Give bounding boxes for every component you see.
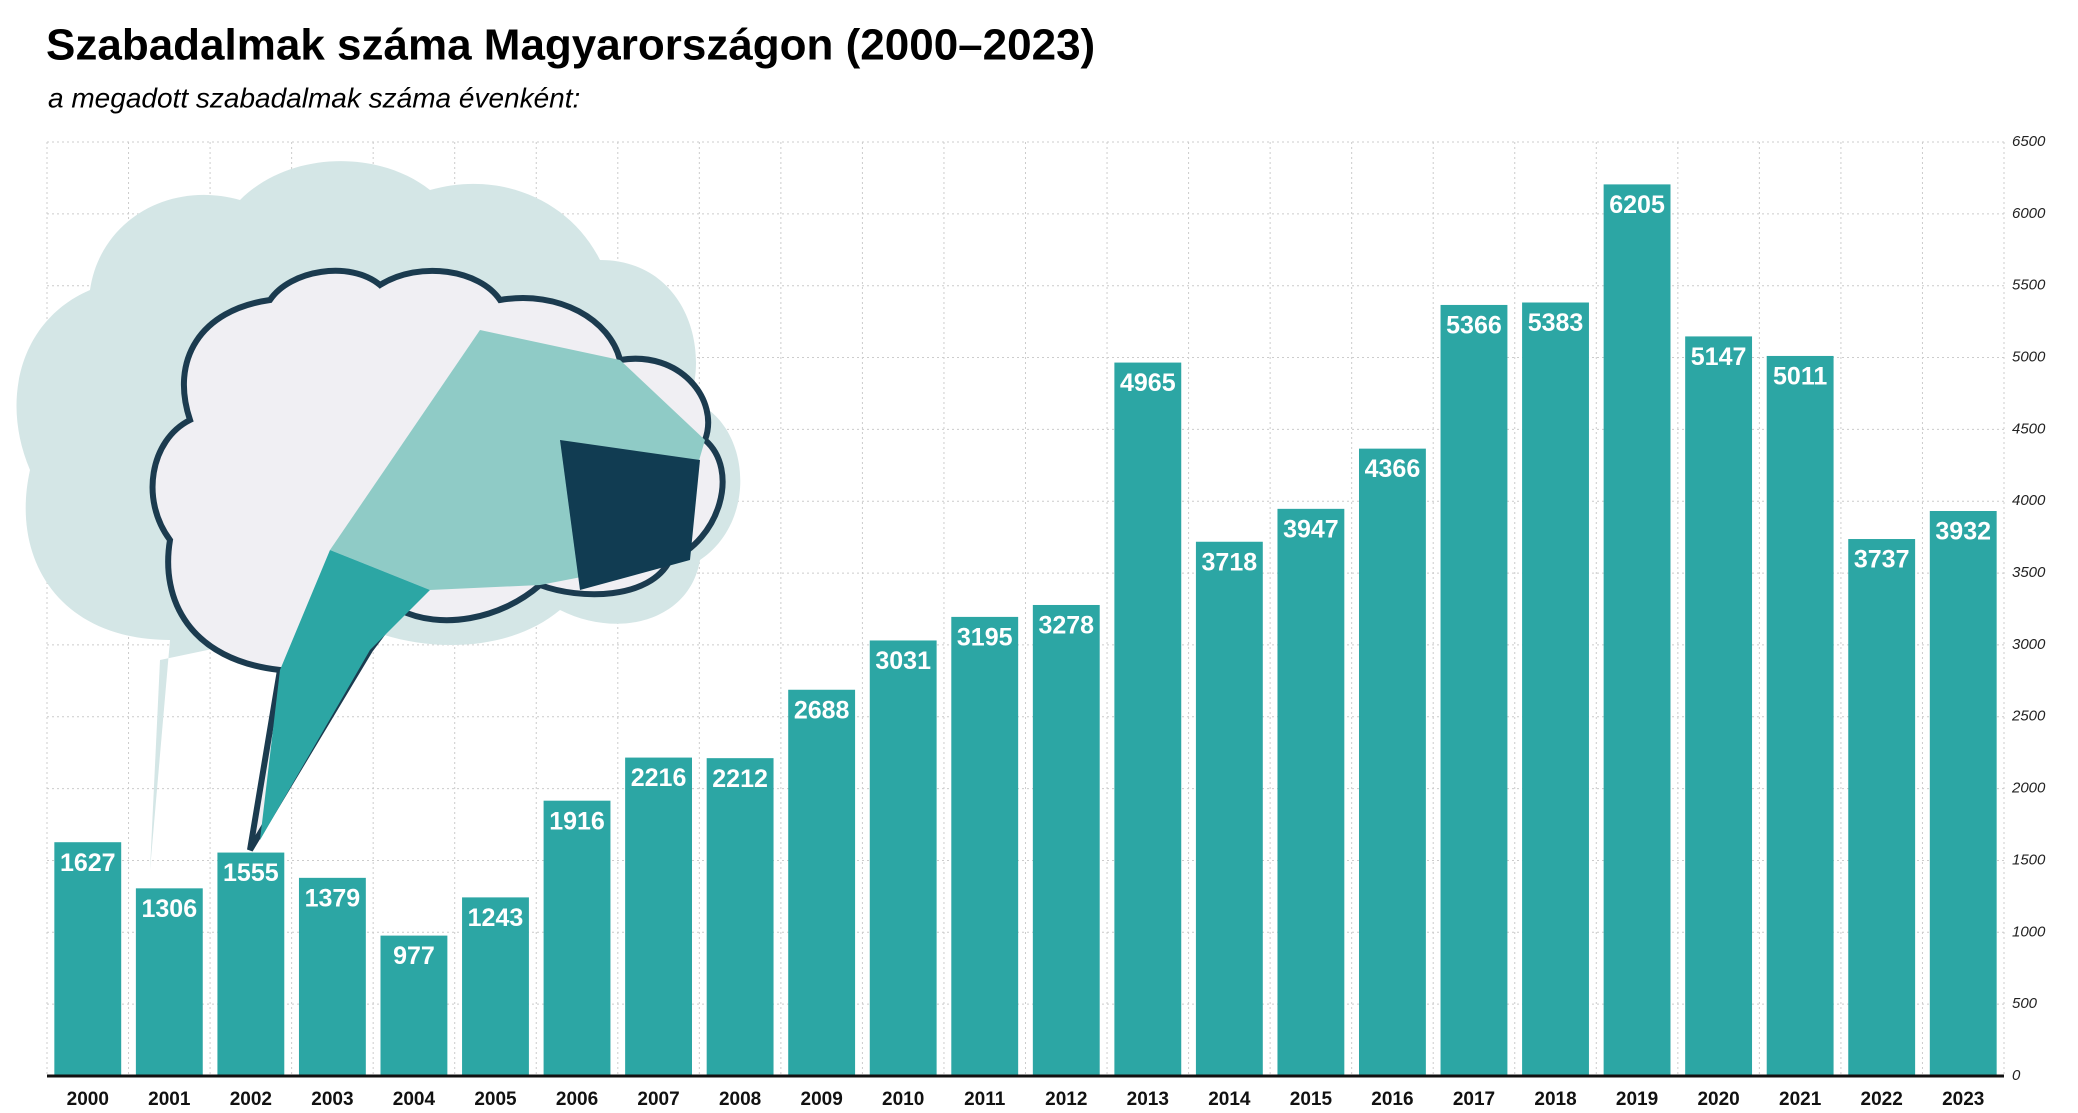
y-tick-label: 6000 xyxy=(2012,205,2046,222)
y-tick-label: 4000 xyxy=(2012,492,2046,509)
value-label: 3195 xyxy=(957,624,1013,652)
x-tick-label: 2017 xyxy=(1453,1089,1495,1110)
x-tick-label: 2003 xyxy=(311,1089,353,1110)
value-label: 3932 xyxy=(1935,518,1991,546)
brain-facet xyxy=(260,550,430,840)
value-label: 1555 xyxy=(223,859,279,887)
y-tick-label: 3000 xyxy=(2012,636,2046,653)
bar xyxy=(298,877,366,1076)
value-label: 3947 xyxy=(1283,515,1339,543)
bar xyxy=(1195,541,1263,1076)
chart-subtitle: a megadott szabadalmak száma évenként: xyxy=(48,82,580,113)
value-label: 2688 xyxy=(794,696,850,724)
value-label: 1627 xyxy=(60,849,116,877)
y-tick-label: 2000 xyxy=(2011,780,2046,797)
y-tick-label: 5500 xyxy=(2012,277,2046,294)
bar xyxy=(951,616,1019,1076)
bar xyxy=(869,640,937,1076)
chart-title: Szabadalmak száma Magyarországon (2000–2… xyxy=(46,21,1095,70)
x-tick-label: 2007 xyxy=(637,1089,679,1110)
x-tick-label: 2004 xyxy=(393,1089,436,1110)
value-label: 4965 xyxy=(1120,369,1176,397)
value-label: 5366 xyxy=(1446,312,1502,340)
x-tick-label: 2011 xyxy=(964,1089,1006,1110)
bar xyxy=(217,852,285,1076)
bar xyxy=(706,758,774,1076)
value-label: 977 xyxy=(393,942,435,970)
y-tick-label: 500 xyxy=(2012,995,2038,1012)
value-label: 3031 xyxy=(875,647,931,675)
value-label: 5147 xyxy=(1691,343,1747,371)
bar xyxy=(1929,511,1997,1076)
value-label: 4366 xyxy=(1365,455,1421,483)
bar xyxy=(1603,184,1671,1077)
x-tick-label: 2010 xyxy=(882,1089,924,1110)
bar xyxy=(380,935,448,1076)
y-tick-label: 4500 xyxy=(2012,420,2046,437)
value-label: 5011 xyxy=(1773,363,1827,391)
x-tick-label: 2022 xyxy=(1861,1089,1903,1110)
bar xyxy=(1522,302,1589,1077)
x-tick-label: 2021 xyxy=(1779,1089,1822,1110)
x-tick-label: 2023 xyxy=(1942,1089,1984,1110)
x-tick-label: 2012 xyxy=(1045,1089,1087,1110)
brain-illustration xyxy=(16,161,741,870)
x-tick-label: 2006 xyxy=(556,1089,598,1110)
bar xyxy=(1848,539,1916,1076)
bar xyxy=(543,800,611,1076)
x-tick-label: 2018 xyxy=(1534,1089,1576,1110)
x-tick-label: 2008 xyxy=(719,1089,761,1110)
x-tick-label: 2015 xyxy=(1290,1089,1333,1110)
bar xyxy=(1032,604,1100,1076)
y-tick-label: 2500 xyxy=(2011,708,2046,725)
x-tick-label: 2019 xyxy=(1616,1089,1658,1110)
bar xyxy=(54,842,122,1076)
y-tick-label: 1500 xyxy=(2012,851,2046,868)
x-tick-label: 2000 xyxy=(67,1089,109,1110)
value-label: 6205 xyxy=(1609,191,1665,219)
bar xyxy=(625,757,692,1076)
bar xyxy=(1440,304,1508,1076)
x-tick-label: 2002 xyxy=(230,1089,272,1110)
x-tick-label: 2020 xyxy=(1697,1089,1739,1110)
brain-facet xyxy=(560,440,700,590)
value-label: 1916 xyxy=(549,807,605,835)
value-label: 5383 xyxy=(1528,309,1584,337)
value-label: 3718 xyxy=(1202,548,1258,576)
value-label: 1243 xyxy=(468,904,524,932)
value-label: 3737 xyxy=(1854,546,1910,574)
bar xyxy=(135,888,203,1076)
y-tick-label: 0 xyxy=(2012,1067,2021,1084)
bar xyxy=(788,689,856,1076)
bar xyxy=(1685,336,1753,1077)
x-tick-label: 2009 xyxy=(801,1089,843,1110)
bar xyxy=(1766,355,1834,1076)
bar xyxy=(1359,448,1426,1076)
y-tick-label: 3500 xyxy=(2012,564,2046,581)
y-tick-label: 1000 xyxy=(2012,923,2046,940)
value-label: 1379 xyxy=(305,884,361,912)
value-label: 2216 xyxy=(631,764,687,792)
y-tick-label: 5000 xyxy=(2012,349,2046,366)
x-tick-label: 2005 xyxy=(474,1089,517,1110)
value-label: 1306 xyxy=(142,895,198,923)
bar xyxy=(1277,508,1345,1077)
bar xyxy=(462,897,529,1076)
x-tick-label: 2013 xyxy=(1127,1089,1169,1110)
value-label: 3278 xyxy=(1038,612,1094,640)
value-label: 2212 xyxy=(712,765,768,793)
x-tick-label: 2016 xyxy=(1371,1089,1413,1110)
x-tick-label: 2014 xyxy=(1208,1089,1251,1110)
y-tick-label: 6500 xyxy=(2012,133,2046,150)
bar xyxy=(1114,362,1182,1076)
x-tick-label: 2001 xyxy=(148,1089,191,1110)
